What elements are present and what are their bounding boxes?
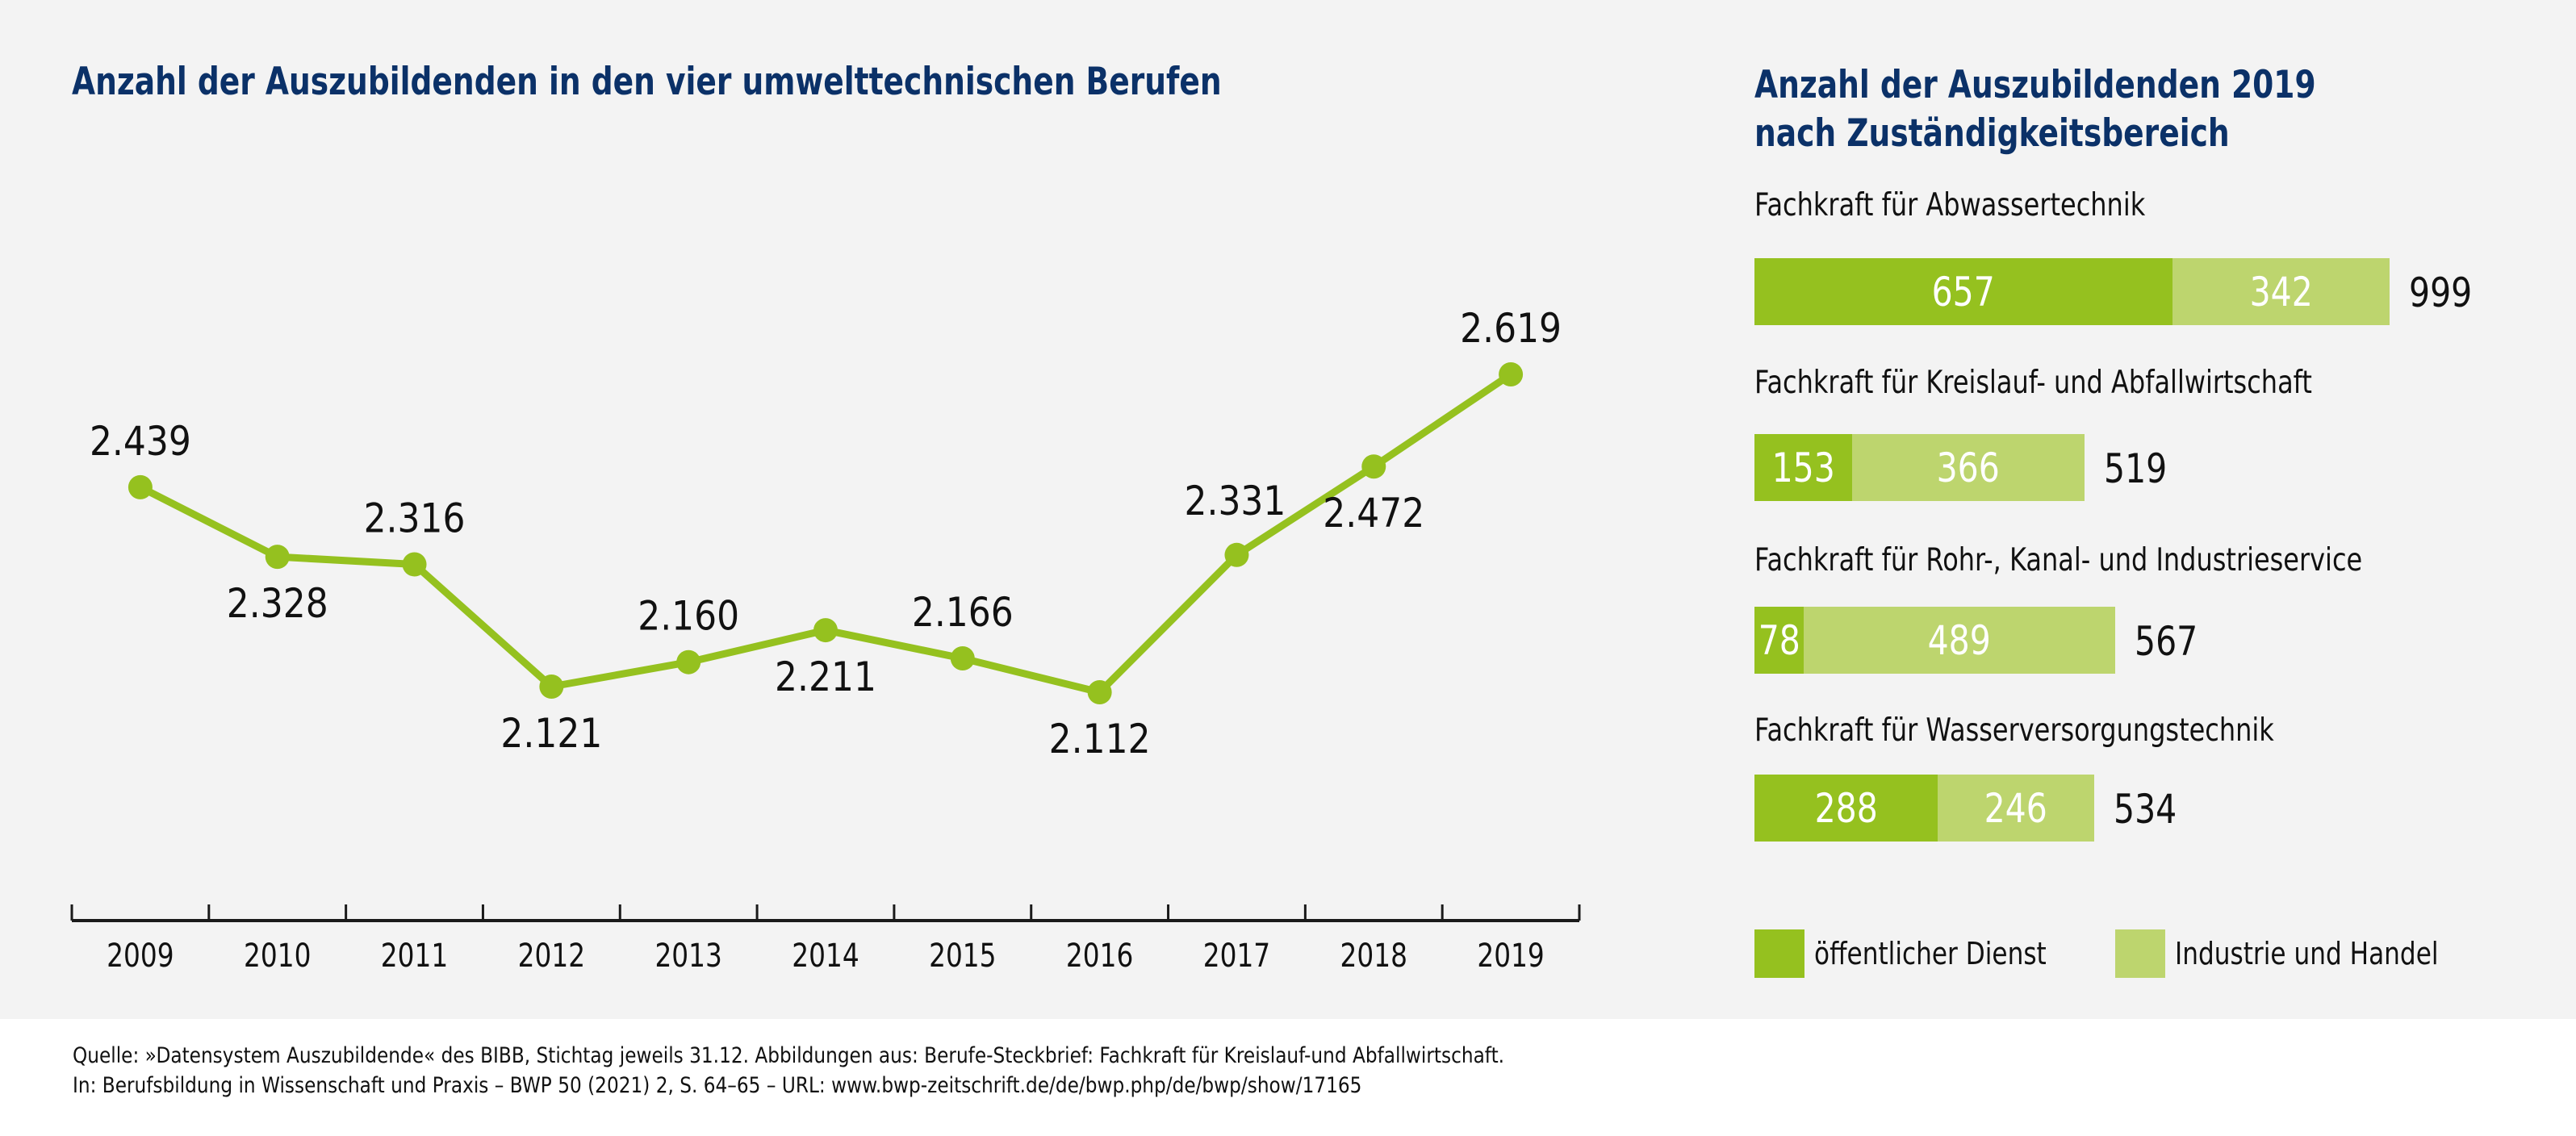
- data-point: [1499, 362, 1524, 386]
- bar-segment-value: 342: [2249, 268, 2313, 315]
- data-labels: 2.439 2.328 2.316 2.121 2.160 2.211 2.166 2.112…: [90, 305, 1562, 762]
- data-point: [950, 646, 975, 671]
- stacked-bar: 288 246: [1754, 775, 2094, 842]
- bar-segment-industry-trade: 366: [1851, 434, 2085, 501]
- bar-segment-value: 366: [1936, 444, 2000, 491]
- bar-segment-value: 78: [1758, 616, 1800, 664]
- legend-item-industry-trade: Industrie und Handel: [2115, 929, 2496, 978]
- x-tick-label: 2009: [107, 937, 174, 975]
- legend-label-industry-trade: Industrie und Handel: [2175, 936, 2439, 971]
- bar-category-label: Fachkraft für Rohr-, Kanal- und Industri…: [1754, 542, 2363, 578]
- series-line: [138, 371, 1513, 696]
- data-point: [402, 552, 427, 577]
- data-label: 2.472: [1323, 491, 1424, 537]
- line-chart-title: Anzahl der Auszubildenden in den vier um…: [72, 60, 1222, 104]
- data-label: 2.316: [364, 495, 466, 542]
- data-point: [128, 474, 153, 499]
- source-line-2: In: Berufsbildung in Wissenschaft und Pr…: [73, 1073, 1362, 1098]
- series-line-group: [138, 371, 1513, 696]
- data-label: 2.619: [1460, 305, 1562, 352]
- bar-category-label: Fachkraft für Wasserversorgungstechnik: [1754, 712, 2274, 749]
- x-tick-label: 2013: [654, 937, 721, 975]
- line-chart: 2009 2010 2011 2012 2013 2014 2015 2016 2017 2018…: [70, 305, 1581, 975]
- chart-panel: [0, 0, 2576, 1019]
- x-tick-label: 2017: [1203, 937, 1270, 975]
- bar-total-value: 534: [2113, 786, 2177, 833]
- stacked-bar: 657 342: [1754, 258, 2390, 325]
- bar-total-value: 999: [2409, 269, 2473, 316]
- x-tick-label: 2018: [1340, 937, 1407, 975]
- bar-total-value: 519: [2103, 445, 2168, 492]
- data-label: 2.112: [1049, 716, 1151, 762]
- bar-chart-title-line-1: Anzahl der Auszubildenden 2019: [1754, 63, 2316, 107]
- data-point: [265, 545, 290, 570]
- bar-segment-value: 489: [1927, 616, 1992, 664]
- data-point: [813, 618, 838, 643]
- x-tick-label: 2015: [929, 937, 996, 975]
- x-tick-label: 2016: [1066, 937, 1133, 975]
- bar-segment-public-service: 657: [1754, 258, 2172, 325]
- x-tick-label: 2010: [244, 937, 311, 975]
- stacked-bar: 153 366: [1754, 434, 2085, 501]
- data-label: 2.328: [227, 580, 328, 627]
- data-label: 2.331: [1184, 478, 1286, 524]
- data-label: 2.160: [638, 593, 739, 640]
- x-tick-label: 2012: [518, 937, 585, 975]
- source-footer: Quelle: »Datensystem Auszubildende« des …: [73, 1041, 1504, 1100]
- bar-segment-value: 153: [1771, 444, 1835, 491]
- data-label: 2.166: [912, 589, 1014, 636]
- bar-segment-industry-trade: 342: [2172, 258, 2390, 325]
- x-tick-label: 2011: [381, 937, 448, 975]
- data-point: [1224, 542, 1249, 567]
- data-label: 2.121: [500, 710, 602, 757]
- bar-total-value: 567: [2134, 618, 2198, 665]
- bar-segment-public-service: 78: [1754, 607, 1804, 674]
- stacked-bar: 78 489: [1754, 607, 2115, 674]
- bar-chart-title: Anzahl der Auszubildenden 2019 nach Zust…: [1754, 61, 2316, 158]
- legend-item-public-service: öffentlicher Dienst: [1754, 929, 2097, 978]
- data-points: [128, 362, 1524, 704]
- legend-swatch-industry-trade: [2115, 929, 2165, 978]
- bar-segment-value: 246: [1984, 784, 2047, 832]
- x-tick-label: 2019: [1477, 937, 1544, 975]
- bar-segment-public-service: 153: [1754, 434, 1852, 501]
- legend-swatch-public-service: [1754, 929, 1804, 978]
- bar-segment-industry-trade: 489: [1804, 607, 2115, 674]
- data-point: [1361, 454, 1386, 479]
- data-label: 2.211: [775, 654, 876, 700]
- bar-category-label: Fachkraft für Abwassertechnik: [1754, 187, 2146, 223]
- source-line-1: Quelle: »Datensystem Auszubildende« des …: [73, 1043, 1505, 1068]
- data-point: [539, 674, 564, 700]
- bar-segment-industry-trade: 246: [1937, 775, 2094, 842]
- bar-chart-title-line-2: nach Zuständigkeitsbereich: [1754, 111, 2230, 156]
- x-axis: 2009 2010 2011 2012 2013 2014 2015 2016 2017 2018…: [70, 904, 1581, 975]
- data-point: [676, 649, 701, 674]
- bar-segment-value: 288: [1814, 784, 1878, 832]
- bar-category-label: Fachkraft für Kreislauf- und Abfallwirts…: [1754, 365, 2312, 401]
- bar-segment-value: 657: [1931, 268, 1995, 315]
- legend-label-public-service: öffentlicher Dienst: [1814, 936, 2047, 971]
- data-point: [1087, 680, 1112, 704]
- bar-segment-public-service: 288: [1754, 775, 1938, 842]
- x-tick-label: 2014: [792, 937, 859, 975]
- data-label: 2.439: [90, 418, 191, 465]
